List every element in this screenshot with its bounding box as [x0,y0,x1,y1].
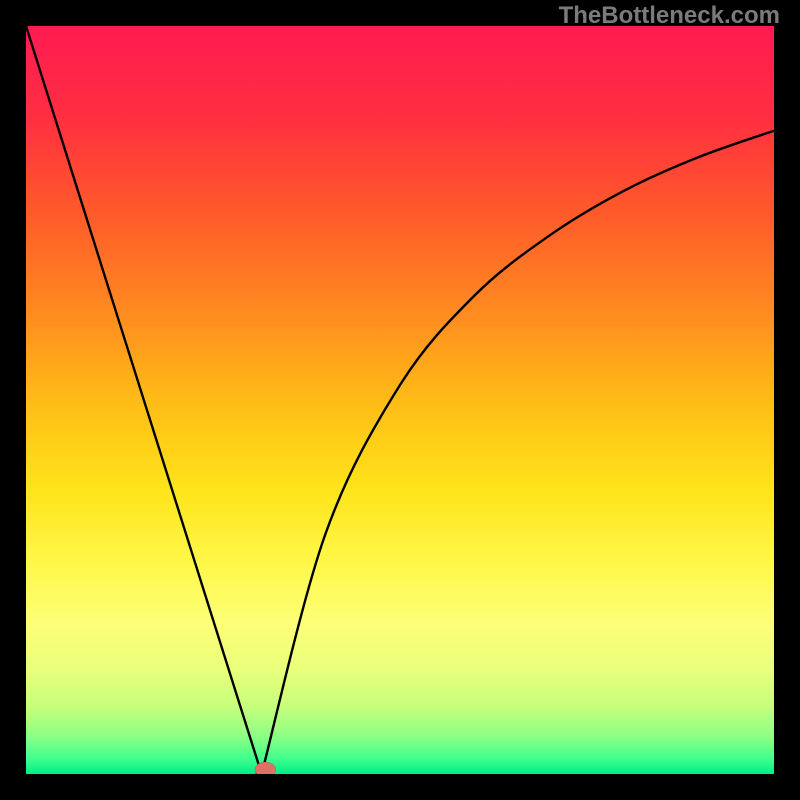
plot-area [26,26,774,774]
watermark-text: TheBottleneck.com [559,2,780,30]
gradient-background [26,26,774,774]
chart-container: TheBottleneck.com [0,0,800,800]
